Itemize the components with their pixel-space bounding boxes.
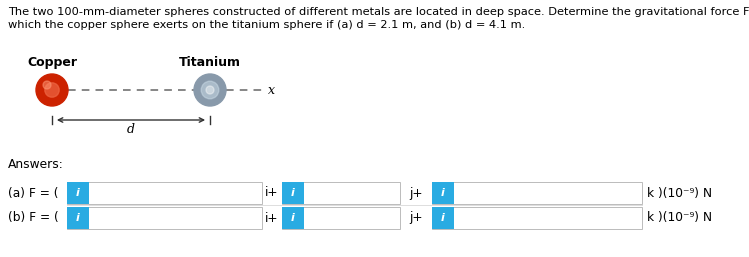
Text: (a) F = (: (a) F = (	[8, 187, 62, 199]
Text: i: i	[441, 188, 445, 198]
FancyBboxPatch shape	[67, 182, 262, 204]
Text: k )(10⁻⁹) N: k )(10⁻⁹) N	[647, 212, 712, 225]
FancyBboxPatch shape	[67, 207, 89, 229]
Text: i: i	[441, 213, 445, 223]
Text: (b) F = (: (b) F = (	[8, 212, 63, 225]
Text: j+: j+	[409, 187, 422, 199]
Text: d: d	[127, 123, 135, 136]
Text: j+: j+	[409, 212, 422, 225]
Text: The two 100-mm-diameter spheres constructed of different metals are located in d: The two 100-mm-diameter spheres construc…	[8, 7, 749, 17]
Text: Titanium: Titanium	[179, 56, 241, 69]
Text: which the copper sphere exerts on the titanium sphere if (a) d = 2.1 m, and (b) : which the copper sphere exerts on the ti…	[8, 20, 525, 30]
Circle shape	[36, 74, 68, 106]
FancyBboxPatch shape	[282, 207, 400, 229]
Text: Answers:: Answers:	[8, 158, 64, 171]
FancyBboxPatch shape	[432, 207, 642, 229]
Text: x: x	[268, 85, 275, 97]
Circle shape	[194, 74, 226, 106]
FancyBboxPatch shape	[432, 182, 454, 204]
FancyBboxPatch shape	[282, 182, 400, 204]
Circle shape	[206, 86, 214, 94]
Text: i: i	[291, 213, 295, 223]
Text: i+: i+	[265, 187, 279, 199]
Circle shape	[201, 81, 219, 99]
FancyBboxPatch shape	[282, 182, 304, 204]
Circle shape	[43, 81, 51, 89]
FancyBboxPatch shape	[67, 182, 89, 204]
Text: k )(10⁻⁹) N: k )(10⁻⁹) N	[647, 187, 712, 199]
FancyBboxPatch shape	[432, 207, 454, 229]
FancyBboxPatch shape	[432, 182, 642, 204]
Circle shape	[45, 83, 59, 97]
Text: i: i	[76, 188, 80, 198]
Text: i: i	[76, 213, 80, 223]
Text: i+: i+	[265, 212, 279, 225]
Text: Copper: Copper	[27, 56, 77, 69]
FancyBboxPatch shape	[67, 207, 262, 229]
Text: i: i	[291, 188, 295, 198]
FancyBboxPatch shape	[282, 207, 304, 229]
